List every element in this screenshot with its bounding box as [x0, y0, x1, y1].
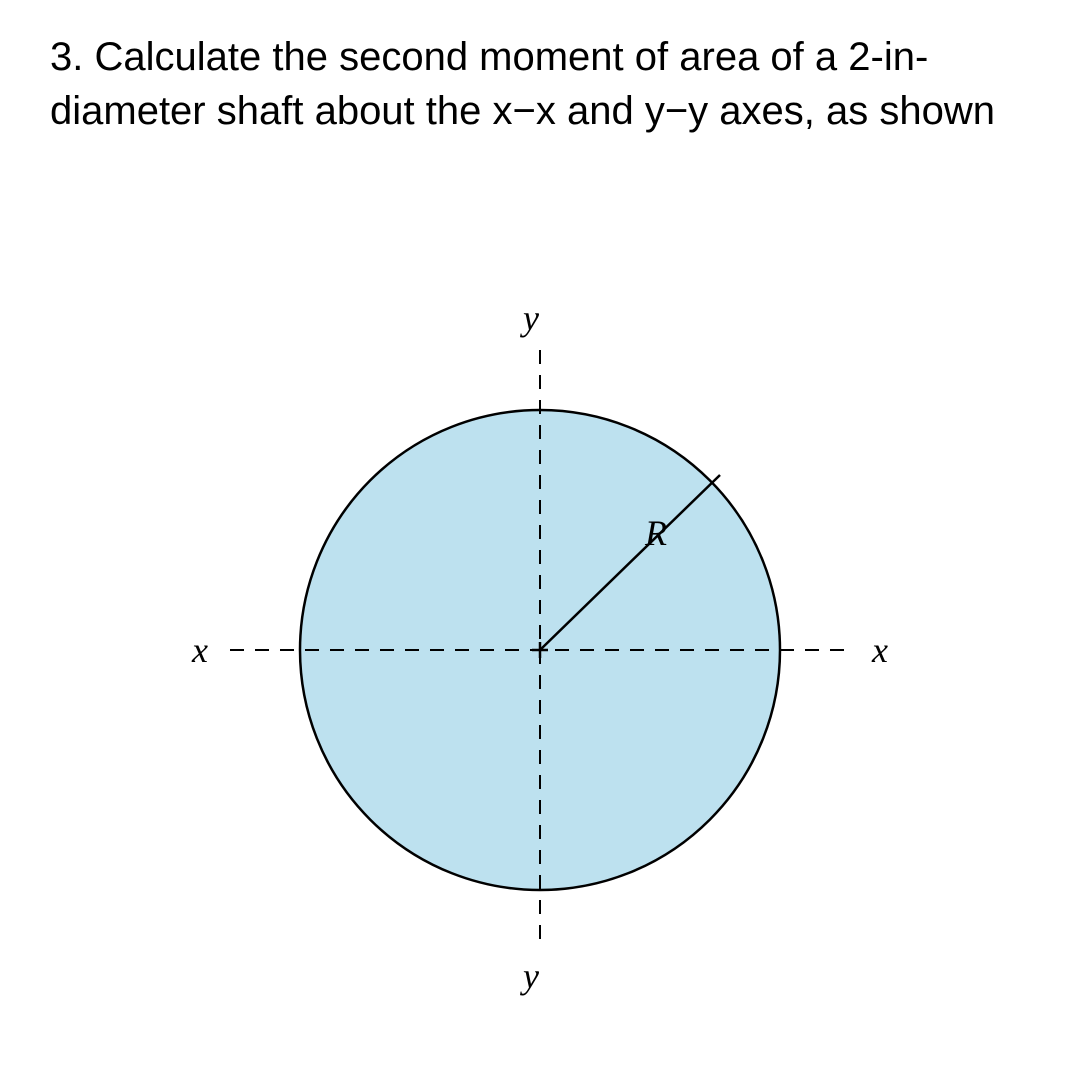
- problem-body: Calculate the second moment of area of a…: [50, 35, 995, 133]
- problem-number: 3.: [50, 35, 83, 79]
- y-label-bottom: y: [520, 956, 539, 996]
- x-label-left: x: [191, 630, 208, 670]
- circle-diagram: x x y y R: [100, 270, 980, 1030]
- diagram-container: x x y y R: [0, 270, 1079, 1070]
- radius-label: R: [644, 513, 667, 553]
- y-label-top: y: [520, 298, 539, 338]
- problem-statement: 3. Calculate the second moment of area o…: [50, 30, 1029, 138]
- x-label-right: x: [871, 630, 888, 670]
